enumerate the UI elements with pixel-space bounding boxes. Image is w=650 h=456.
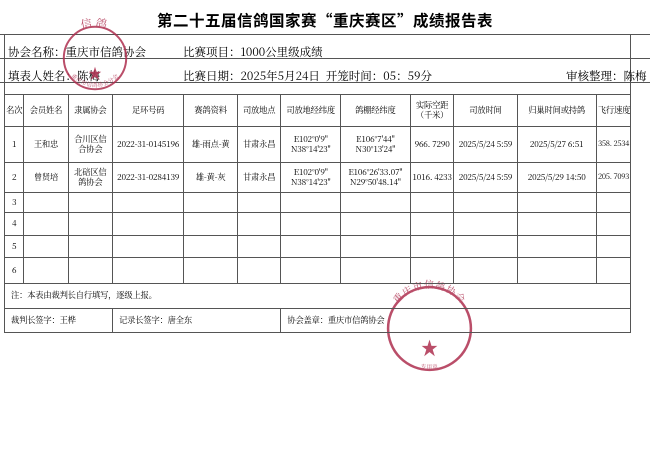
svg-text:专用章: 专用章 [420,362,439,371]
svg-text:信鸽: 信鸽 [79,18,111,33]
